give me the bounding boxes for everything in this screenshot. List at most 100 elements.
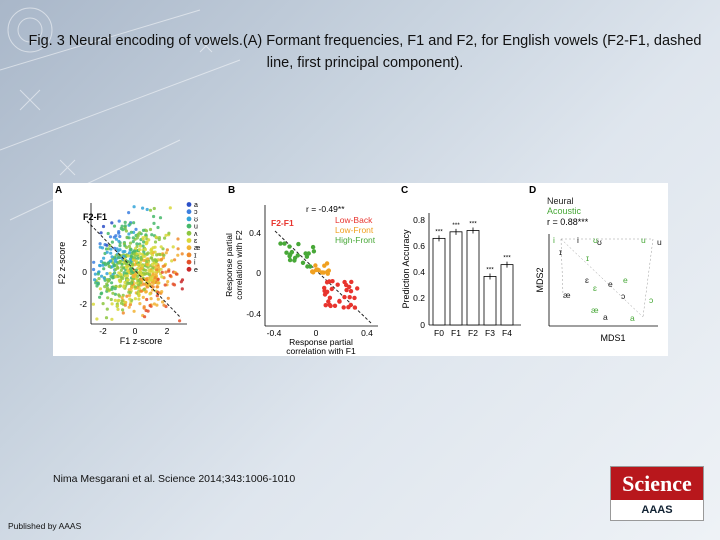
panel-a-point — [144, 233, 148, 237]
panel-d-point: ɔ — [621, 291, 625, 301]
panel-c-bar — [432, 237, 446, 326]
panel-a-point — [132, 249, 136, 253]
panel-a-point — [105, 250, 109, 254]
panel-a-point — [128, 291, 132, 295]
panel-a-point — [138, 244, 143, 248]
panel-a-point — [98, 242, 102, 246]
panel-d-point: i — [553, 235, 555, 245]
panel-a-point — [119, 301, 124, 305]
panel-a-point — [137, 297, 141, 301]
panel-a-point — [110, 281, 114, 285]
panel-a-point — [146, 251, 150, 255]
panel-a-point — [136, 279, 140, 283]
panel-a-point — [144, 242, 148, 246]
panel-a-point — [145, 207, 149, 212]
panel-a-legend-swatch — [186, 259, 192, 265]
panel-b-point — [342, 294, 347, 300]
panel-a-point — [118, 280, 122, 284]
panel-a-point — [138, 267, 142, 272]
panel-a-point — [170, 259, 174, 263]
panel-a-legend-label: e — [194, 267, 198, 274]
panel-a-point — [105, 288, 109, 292]
publisher-note: Published by AAAS — [8, 521, 82, 531]
panel-a-point — [131, 240, 135, 244]
panel-a-point — [151, 266, 155, 270]
panel-a-point — [112, 224, 117, 228]
panel-a-xtick: -2 — [99, 326, 107, 336]
panel-a-point — [125, 294, 129, 298]
panel-b-line-label: F2-F1 — [271, 218, 294, 228]
panel-a-point — [120, 299, 124, 303]
panel-d-point: æ — [591, 305, 599, 315]
panel-a-point — [158, 216, 163, 220]
panel-a-point — [127, 232, 131, 236]
panel-a-point — [129, 286, 133, 290]
panel-a-point — [159, 245, 163, 249]
panel-a-point — [119, 226, 123, 231]
panel-b-point — [306, 251, 311, 256]
panel-a-point — [162, 253, 166, 257]
panel-a-point — [127, 305, 131, 309]
panel-a-point — [164, 233, 168, 237]
panel-a-point — [110, 302, 114, 306]
panel-a-point — [151, 281, 155, 285]
panel-a-point — [143, 272, 147, 276]
decorative-background-graphic — [0, 7, 241, 221]
panel-a-point — [117, 298, 121, 302]
panel-b-ytick: -0.4 — [246, 309, 261, 319]
panel-a-point — [153, 245, 157, 249]
panel-a-legend-swatch — [186, 252, 192, 258]
panel-a-point — [155, 303, 159, 307]
panel-a-point — [156, 225, 160, 230]
panel-a-point — [148, 227, 153, 232]
panel-b-point — [352, 295, 357, 301]
panel-a-legend-swatch — [186, 216, 192, 222]
panel-a-point — [140, 252, 144, 256]
panel-a-point — [104, 316, 109, 320]
panel-a-point — [109, 274, 113, 278]
panel-d-point: e — [608, 279, 613, 289]
panel-b-xlabel-line1: Response partial — [289, 337, 353, 347]
panel-b-point — [341, 305, 346, 310]
panel-b-point — [337, 298, 342, 304]
panel-a-point — [137, 283, 141, 287]
panel-a-point — [159, 257, 163, 262]
panel-a-point — [138, 281, 143, 285]
panel-a-point — [127, 211, 131, 215]
panel-b: B r = -0.49** Low-Back Low-Front High-Fr… — [224, 185, 378, 356]
panel-a-point — [141, 255, 145, 259]
panel-b-point — [319, 270, 325, 275]
panel-a-point — [118, 244, 122, 248]
panel-a-point — [133, 285, 137, 289]
panel-a-point — [160, 275, 164, 279]
panel-b-point — [335, 282, 340, 287]
panel-d-point: u — [657, 237, 662, 247]
panel-a-point — [144, 290, 148, 294]
panel-b-ytick: 0.4 — [249, 228, 261, 238]
panel-b-point — [324, 261, 330, 266]
panel-a-point — [113, 255, 117, 259]
panel-a-point — [142, 282, 146, 286]
panel-a-legend-label: ɪ — [194, 252, 197, 259]
panel-a-point — [114, 275, 118, 279]
panel-a-point — [115, 304, 120, 308]
panel-a-point — [129, 267, 133, 271]
panel-c-ytick: 0.2 — [413, 293, 425, 303]
panel-a-point — [121, 311, 125, 315]
panel-a-point — [141, 236, 145, 240]
panel-a-point — [153, 240, 158, 244]
panel-a-point — [93, 278, 97, 282]
panel-a-point — [135, 259, 139, 263]
panel-a-point — [156, 281, 160, 285]
panel-a-point — [153, 276, 157, 280]
panel-b-label: B — [228, 185, 235, 196]
panel-a-point — [118, 284, 122, 288]
panel-d-point: ɛ — [593, 283, 597, 293]
panel-b-point — [305, 264, 310, 269]
panel-a-ytick: -2 — [79, 299, 87, 309]
panel-b-scatter — [278, 241, 360, 310]
panel-a-point — [150, 262, 154, 266]
panel-a-point — [117, 219, 121, 223]
panel-a-point — [142, 250, 146, 254]
